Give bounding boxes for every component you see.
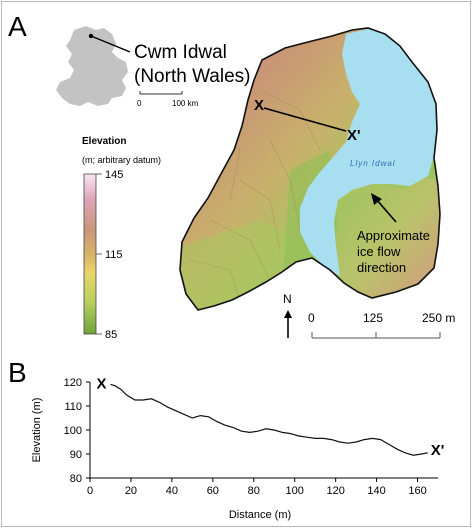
x-tick-label: 40	[166, 485, 178, 497]
north-arrow: N	[283, 292, 292, 338]
y-tick-label: 120	[64, 377, 82, 389]
x-tick-label: 20	[125, 485, 137, 497]
ice-flow-label-3: direction	[357, 260, 406, 275]
ice-flow-label-1: Approximate	[357, 228, 430, 243]
north-arrow-head	[284, 310, 292, 318]
location-leader-line	[90, 35, 131, 53]
chart-start-label: X	[96, 375, 106, 392]
north-label: N	[283, 292, 292, 306]
chart-ticks: 0 20 40 60 80 100 120 140 160 80 90 100 110 120	[64, 377, 427, 497]
inset-scale-start: 0	[137, 99, 142, 108]
profile-start-label: X	[254, 97, 264, 114]
x-tick-label: 80	[248, 485, 260, 497]
x-tick-label: 0	[87, 485, 93, 497]
elevation-profile-line	[110, 383, 428, 456]
x-tick-label: 100	[286, 485, 304, 497]
elevation-legend: Elevation (m; arbitrary datum) 145 115 8…	[82, 136, 161, 341]
panel-a-label: A	[8, 11, 27, 42]
panel-b-label: B	[8, 357, 27, 388]
x-tick-label: 60	[207, 485, 219, 497]
inset-scale-end: 100 km	[172, 99, 199, 108]
legend-mid-label: 115	[105, 249, 123, 261]
terrain-map: Llyn Idwal X X' Approximate ice flow dir…	[179, 27, 441, 311]
legend-subtitle: (m; arbitrary datum)	[82, 155, 161, 165]
scale-label-125: 125	[363, 311, 383, 325]
wales-inset: Cwm Idwal (North Wales) 0 100 km	[56, 26, 250, 108]
y-tick-label: 110	[64, 401, 82, 413]
catchment-boundary	[179, 27, 441, 311]
llyn-idwal-lake	[300, 28, 438, 276]
legend-colorbar	[83, 173, 97, 335]
legend-title: Elevation	[82, 136, 126, 147]
ice-flow-arrow	[375, 198, 397, 223]
map-scale-bar: 0 125 250 m	[308, 311, 455, 339]
profile-end-label: X'	[347, 127, 361, 144]
x-tick-label: 120	[326, 485, 344, 497]
promontory-terrain	[336, 178, 440, 300]
scale-label-0: 0	[308, 311, 315, 325]
scale-label-250: 250 m	[422, 311, 455, 325]
x-tick-label: 140	[367, 485, 385, 497]
chart-end-label: X'	[431, 442, 445, 459]
y-tick-label: 90	[70, 449, 82, 461]
wales-silhouette	[56, 26, 128, 106]
ice-flow-arrowhead	[371, 193, 382, 205]
legend-max-label: 145	[105, 169, 123, 181]
ice-flow-label-2: ice flow	[357, 244, 401, 259]
y-tick-label: 100	[64, 425, 82, 437]
y-tick-label: 80	[70, 473, 82, 485]
location-name: Cwm Idwal	[134, 42, 227, 63]
profile-line	[263, 107, 347, 132]
lake-label: Llyn Idwal	[350, 159, 396, 168]
location-region: (North Wales)	[134, 66, 250, 87]
legend-min-label: 85	[105, 329, 117, 341]
elevation-profile-chart: Elevation (m) Distance (m) 0 20 40 60 80 100 1…	[31, 375, 444, 521]
x-tick-label: 160	[408, 485, 426, 497]
chart-x-axis-title: Distance (m)	[229, 509, 291, 521]
chart-y-axis-title: Elevation (m)	[31, 398, 43, 463]
